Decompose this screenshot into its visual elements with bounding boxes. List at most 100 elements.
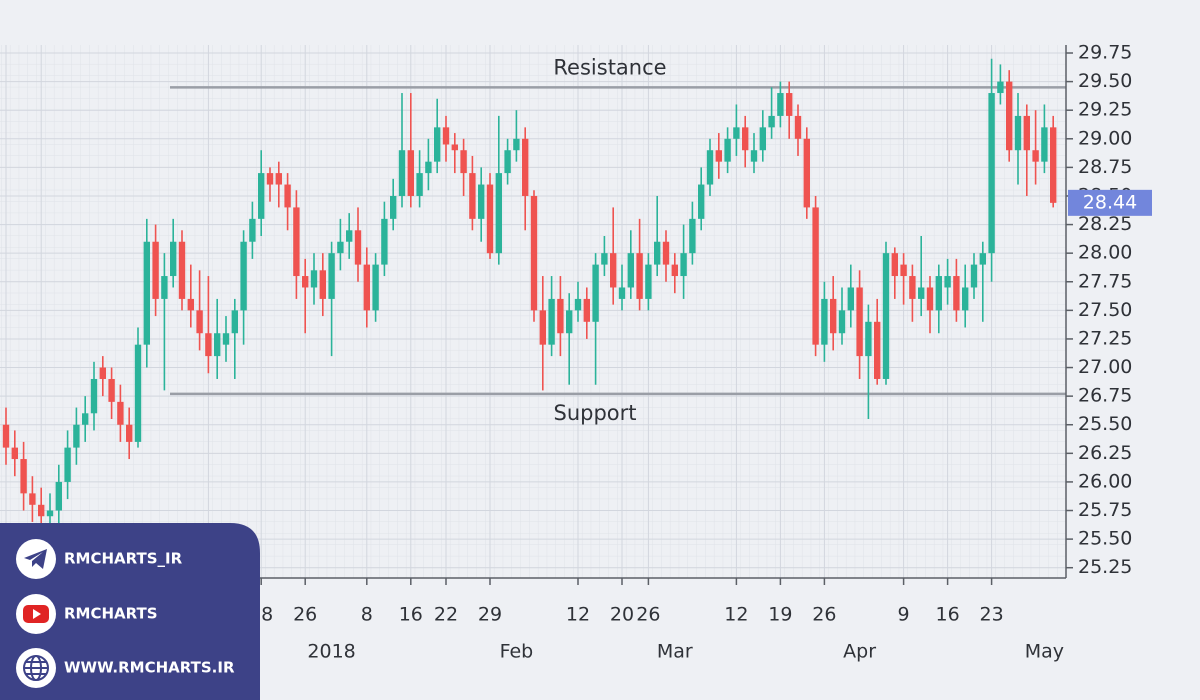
candle-body — [187, 298, 194, 311]
candle-body — [794, 115, 802, 139]
candle-body — [1050, 127, 1057, 203]
candle-body — [126, 424, 133, 442]
candle-body — [152, 241, 159, 299]
candle-body — [478, 184, 485, 219]
candle-body — [803, 138, 810, 208]
candle-body — [372, 264, 379, 311]
x-group-label: Feb — [500, 641, 534, 663]
candle-body — [944, 276, 951, 288]
candle-body — [680, 253, 687, 277]
candle-body — [601, 253, 608, 265]
y-tick-label: 27.00 — [1078, 356, 1132, 378]
youtube-play — [33, 609, 41, 619]
candle-body — [962, 287, 969, 311]
candle-body — [988, 93, 995, 254]
candle-body — [143, 241, 150, 345]
candle-body — [434, 127, 441, 162]
candle-body — [319, 270, 326, 299]
x-tick-label: 12 — [724, 604, 748, 626]
candle-body — [574, 298, 582, 311]
levels: Resistance Support — [170, 55, 1066, 425]
candle-body — [381, 218, 388, 265]
x-tick-label: 22 — [434, 604, 458, 626]
y-tick-label: 25.50 — [1078, 413, 1132, 435]
candle-body — [222, 333, 230, 345]
candle-body — [689, 218, 696, 254]
candle-body — [328, 253, 335, 299]
last-price-label: 28.44 — [1083, 191, 1137, 213]
candle-body — [460, 150, 467, 174]
candle-body — [1014, 115, 1022, 151]
candle-body — [926, 287, 934, 311]
candle-body — [205, 333, 212, 357]
candle-body — [997, 81, 1004, 94]
candle-body — [178, 241, 186, 299]
candle-body — [504, 150, 511, 174]
candle-body — [108, 378, 115, 402]
x-group-label: Mar — [657, 641, 693, 663]
candle-body — [390, 195, 397, 219]
candle-body — [117, 401, 124, 425]
candle-body — [469, 173, 476, 219]
x-tick-label: 9 — [898, 604, 910, 626]
candle-body — [513, 138, 520, 151]
candle-body — [1006, 81, 1013, 151]
minor-grid — [0, 45, 1066, 578]
candle-body — [1032, 150, 1039, 162]
candle-body — [900, 264, 907, 277]
candle-body — [231, 310, 238, 334]
x-tick-label: 20 — [610, 604, 634, 626]
candle-body — [425, 161, 432, 174]
candle-body — [310, 270, 318, 288]
y-tick-label: 26.75 — [1078, 385, 1132, 407]
x-tick-label: 29 — [478, 604, 502, 626]
candle-body — [909, 276, 916, 299]
candle-body — [337, 241, 344, 254]
y-tick-label: 29.50 — [1078, 70, 1132, 92]
badge-label: RMCHARTS — [64, 605, 158, 623]
x-tick-label: 12 — [566, 604, 590, 626]
candle-body — [64, 447, 71, 482]
candle-body — [566, 310, 573, 334]
candle-body — [645, 264, 652, 299]
candle-body — [610, 253, 617, 288]
candle-body — [2, 424, 10, 448]
candle-body — [777, 93, 784, 116]
candle-body — [284, 184, 291, 208]
globe-glyph — [23, 655, 49, 681]
candle-body — [11, 447, 18, 460]
candle-body — [583, 298, 590, 322]
candle-body — [865, 321, 872, 357]
candle-body — [416, 173, 423, 196]
candle-body — [240, 241, 247, 311]
telegram-glyph — [24, 549, 47, 569]
x-tick-label: 19 — [768, 604, 792, 626]
axes: 29.7529.5029.2529.0028.7528.5028.2528.00… — [0, 42, 1152, 663]
x-tick-label: 16 — [399, 604, 423, 626]
candle-body — [654, 241, 661, 265]
candle-body — [196, 310, 203, 334]
y-tick-label: 26.00 — [1078, 470, 1132, 492]
candle-body — [662, 241, 670, 265]
candle-body — [882, 253, 890, 379]
candle-body — [742, 127, 749, 151]
candles — [2, 58, 1057, 540]
candle-body — [979, 253, 986, 265]
candle-body — [918, 287, 925, 299]
candle-body — [354, 230, 362, 265]
y-tick-label: 26.25 — [1078, 442, 1132, 464]
candle-body — [266, 173, 274, 185]
candle-body — [29, 493, 36, 505]
candle-body — [46, 510, 54, 517]
candle-body — [495, 173, 502, 254]
y-tick-label: 29.25 — [1078, 99, 1132, 121]
x-tick-label: 16 — [936, 604, 960, 626]
candle-body — [134, 344, 142, 442]
candle-body — [724, 138, 731, 162]
y-tick-label: 25.75 — [1078, 499, 1132, 521]
candle-body — [486, 184, 494, 254]
candle-body — [442, 127, 450, 145]
candle-body — [302, 276, 309, 288]
candle-body — [170, 241, 177, 277]
